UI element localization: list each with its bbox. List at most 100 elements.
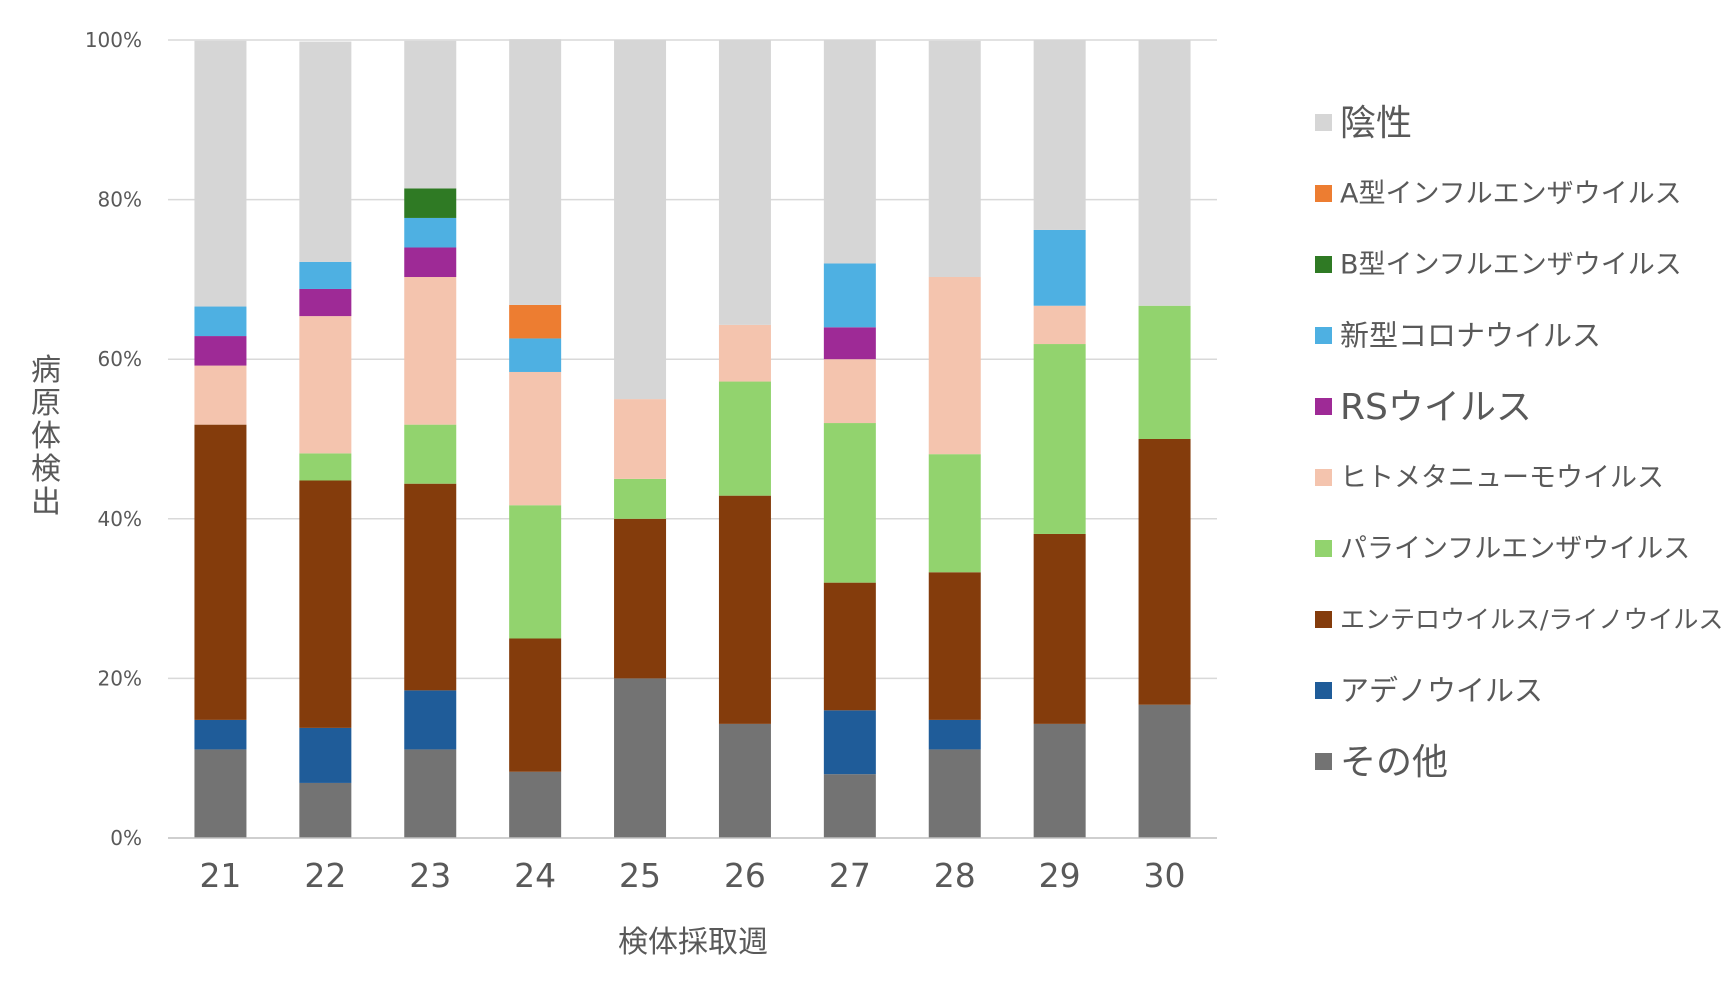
bar-segment bbox=[509, 39, 562, 305]
legend-item: パラインフルエンザウイルス bbox=[1315, 534, 1690, 565]
bar-segment bbox=[718, 495, 771, 724]
bar-segment bbox=[823, 582, 876, 711]
bar-segment bbox=[1033, 344, 1086, 534]
bar-segment bbox=[1138, 704, 1191, 838]
bar-segment bbox=[404, 188, 457, 218]
y-axis-title: 病原体検出 bbox=[31, 353, 61, 520]
legend-item: ヒトメタニューモウイルス bbox=[1315, 463, 1664, 494]
legend-label: エンテロウイルス/ライノウイルス bbox=[1340, 605, 1723, 634]
bar-segment bbox=[823, 40, 876, 264]
bar-segment bbox=[823, 327, 876, 360]
bar-segment bbox=[509, 771, 562, 838]
y-tick-label: 100% bbox=[85, 28, 142, 52]
legend-swatch bbox=[1315, 185, 1332, 202]
bar-segment bbox=[823, 423, 876, 583]
legend-label: ヒトメタニューモウイルス bbox=[1340, 463, 1664, 494]
bar-segment bbox=[194, 424, 247, 720]
x-tick-label: 24 bbox=[514, 856, 556, 895]
y-tick-label: 80% bbox=[98, 188, 142, 212]
x-tick-label: 25 bbox=[619, 856, 661, 895]
x-tick-label: 22 bbox=[304, 856, 346, 895]
bar-segment bbox=[823, 710, 876, 775]
bar-segment bbox=[194, 719, 247, 750]
legend-swatch bbox=[1315, 114, 1332, 131]
bar-segment bbox=[299, 261, 352, 289]
bar-segment bbox=[614, 518, 667, 679]
bar-segment bbox=[404, 483, 457, 691]
y-tick-label: 0% bbox=[110, 826, 142, 850]
bar-segment bbox=[928, 454, 981, 573]
x-tick-label: 26 bbox=[724, 856, 766, 895]
bar-segment bbox=[823, 263, 876, 328]
bar-segment bbox=[1138, 305, 1191, 439]
legend-label: 陰性 bbox=[1340, 103, 1412, 144]
x-axis-title: 検体採取週 bbox=[618, 925, 768, 960]
bar-segment bbox=[1138, 40, 1191, 306]
bar-segment bbox=[509, 338, 562, 372]
x-tick-label: 29 bbox=[1039, 856, 1081, 895]
legend-item: アデノウイルス bbox=[1315, 673, 1543, 707]
bar-segment bbox=[404, 424, 457, 484]
bar-segment bbox=[718, 723, 771, 838]
bar-segment bbox=[299, 727, 352, 783]
bar-segment bbox=[404, 749, 457, 838]
bar-segment bbox=[1033, 305, 1086, 345]
legend-item: 新型コロナウイルス bbox=[1315, 318, 1601, 352]
bar-segment bbox=[299, 782, 352, 838]
bar-segment bbox=[194, 40, 247, 307]
bar-segment bbox=[509, 371, 562, 506]
bar-segment bbox=[299, 453, 352, 481]
bar-segment bbox=[194, 749, 247, 838]
bar-segment bbox=[614, 399, 667, 479]
axes: 0% 20% 40% 60% 80% 100% 21 22 23 24 25 26 27 28 29 30 bbox=[85, 28, 1217, 895]
legend-item: B型インフルエンザウイルス bbox=[1315, 250, 1682, 281]
legend-swatch bbox=[1315, 682, 1332, 699]
x-tick-label: 23 bbox=[409, 856, 451, 895]
y-tick-label: 40% bbox=[98, 507, 142, 531]
x-tick-label: 21 bbox=[199, 856, 241, 895]
bar-segment bbox=[614, 678, 667, 838]
bar-segment bbox=[194, 365, 247, 425]
bar-segment bbox=[718, 40, 771, 325]
bar-segment bbox=[509, 304, 562, 339]
legend-swatch bbox=[1315, 327, 1332, 344]
legend-swatch bbox=[1315, 398, 1332, 415]
bar-segment bbox=[1033, 229, 1086, 306]
bar-segment bbox=[404, 690, 457, 750]
bar-segment bbox=[404, 277, 457, 425]
bar-segment bbox=[299, 41, 352, 262]
bar-segment bbox=[299, 288, 352, 317]
bar-segment bbox=[718, 381, 771, 496]
legend-label: A型インフルエンザウイルス bbox=[1340, 179, 1682, 210]
bar-segment bbox=[1033, 40, 1086, 230]
legend-item: RSウイルス bbox=[1315, 387, 1532, 428]
bar-segment bbox=[718, 324, 771, 382]
x-tick-label: 28 bbox=[934, 856, 976, 895]
bar-segment bbox=[928, 719, 981, 750]
bars bbox=[194, 39, 1191, 838]
legend-swatch bbox=[1315, 611, 1332, 628]
bar-segment bbox=[928, 572, 981, 720]
bar-segment bbox=[194, 336, 247, 366]
bar-segment bbox=[404, 247, 457, 278]
legend-label: その他 bbox=[1340, 742, 1448, 783]
legend-item: エンテロウイルス/ライノウイルス bbox=[1315, 605, 1723, 634]
legend-label: アデノウイルス bbox=[1340, 673, 1543, 707]
legend-swatch bbox=[1315, 256, 1332, 273]
x-tick-label: 27 bbox=[829, 856, 871, 895]
bar-segment bbox=[928, 749, 981, 838]
bar-segment bbox=[194, 306, 247, 337]
bar-segment bbox=[614, 40, 667, 400]
legend-label: 新型コロナウイルス bbox=[1340, 318, 1601, 352]
bar-segment bbox=[404, 40, 457, 189]
legend-item: 陰性 bbox=[1315, 103, 1412, 144]
bar-segment bbox=[299, 316, 352, 454]
legend-item: その他 bbox=[1315, 742, 1448, 783]
bar-segment bbox=[299, 480, 352, 728]
legend-swatch bbox=[1315, 540, 1332, 557]
x-tick-label: 30 bbox=[1144, 856, 1186, 895]
legend-item: A型インフルエンザウイルス bbox=[1315, 179, 1682, 210]
legend-swatch bbox=[1315, 469, 1332, 486]
